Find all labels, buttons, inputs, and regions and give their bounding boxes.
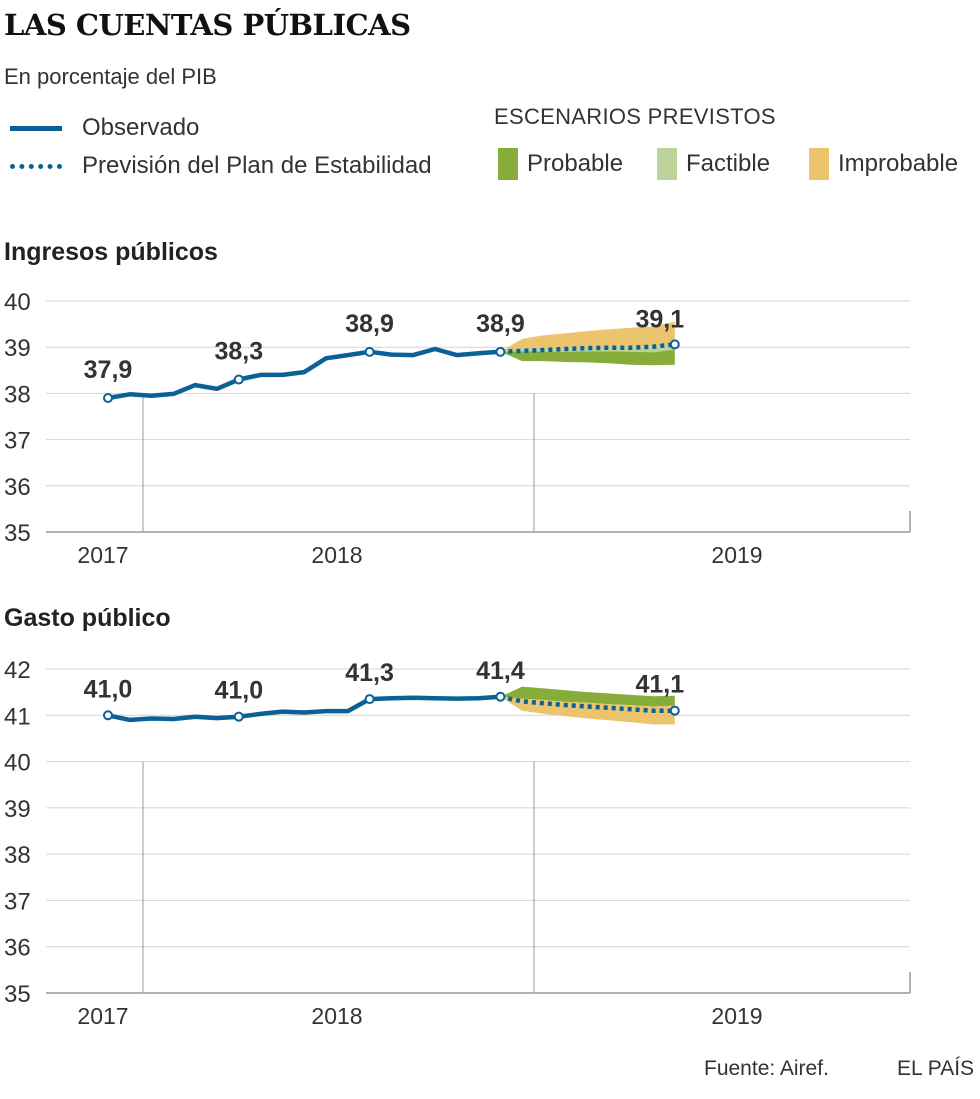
legend-observed: Observado — [10, 114, 199, 142]
legend-probable: Probable — [498, 148, 623, 180]
chart-title: LAS CUENTAS PÚBLICAS — [4, 8, 411, 42]
income-y-tick-label: 35 — [4, 520, 31, 547]
spending-y-tick-label: 38 — [4, 842, 31, 869]
spending-y-tick-label: 41 — [4, 703, 31, 730]
spending-data-point — [364, 694, 375, 705]
spending-data-label: 41,1 — [635, 671, 684, 699]
income-data-label: 38,9 — [476, 310, 525, 338]
scenarios-title: ESCENARIOS PREVISTOS — [494, 104, 776, 129]
income-y-tick-label: 38 — [4, 381, 31, 408]
spending-y-tick-label: 35 — [4, 981, 31, 1008]
legend-probable-label: Probable — [527, 150, 624, 177]
income-observed-line — [105, 346, 503, 401]
spending-data-label: 41,0 — [214, 677, 263, 705]
income-y-tick-label: 40 — [4, 289, 31, 316]
legend-factible-label: Factible — [686, 150, 771, 177]
legend-factible: Factible — [657, 148, 770, 180]
income-panel-title: Ingresos públicos — [4, 238, 218, 266]
income-x-tick-label: 2018 — [311, 542, 362, 568]
source-note: Fuente: Airef. — [704, 1057, 829, 1080]
legend-forecast-label: Previsión del Plan de Estabilidad — [82, 152, 432, 179]
income-y-tick-label: 39 — [4, 335, 31, 362]
spending-data-point — [669, 705, 680, 716]
income-y-tick-label: 37 — [4, 428, 31, 455]
forecast-dotted-swatch — [10, 163, 62, 169]
spending-data-point — [103, 710, 113, 721]
spending-data-label: 41,4 — [476, 657, 525, 685]
brand-label: EL PAÍS — [897, 1057, 975, 1080]
spending-probable-band — [500, 686, 675, 707]
spending-data-label: 41,3 — [345, 659, 394, 687]
spending-y-tick-label: 37 — [4, 888, 31, 915]
income-x-tick-label: 2017 — [77, 542, 128, 568]
chart-subtitle: En porcentaje del PIB — [4, 64, 217, 89]
income-y-tick-label: 36 — [4, 474, 31, 501]
observed-line-swatch — [10, 125, 62, 131]
improbable-swatch — [809, 148, 829, 180]
income-data-point — [669, 339, 680, 350]
legend-observed-label: Observado — [82, 114, 200, 141]
legend-improbable-label: Improbable — [838, 150, 959, 177]
legend-improbable: Improbable — [809, 148, 958, 180]
income-forecast-line — [500, 342, 676, 355]
legend-forecast: Previsión del Plan de Estabilidad — [10, 152, 432, 180]
spending-data-point — [495, 691, 506, 702]
spending-y-tick-label: 36 — [4, 935, 31, 962]
spending-observed-line — [105, 694, 503, 723]
income-probable-band — [500, 349, 675, 366]
income-data-point — [233, 374, 244, 385]
income-improbable-band — [500, 321, 675, 352]
income-data-label: 38,3 — [214, 338, 263, 366]
spending-x-tick-label: 2018 — [311, 1003, 362, 1029]
spending-data-label: 41,0 — [84, 675, 133, 703]
probable-swatch — [498, 148, 518, 180]
income-data-point — [364, 346, 375, 357]
spending-improbable-band — [500, 696, 675, 725]
spending-forecast-line — [499, 694, 675, 713]
income-data-label: 39,1 — [635, 305, 684, 333]
spending-data-point — [233, 711, 244, 722]
spending-x-tick-label: 2017 — [77, 1003, 128, 1029]
spending-x-tick-label: 2019 — [711, 1003, 762, 1029]
spending-y-tick-label: 39 — [4, 796, 31, 823]
income-x-tick-label: 2019 — [711, 542, 762, 568]
income-data-label: 37,9 — [84, 356, 133, 384]
income-data-label: 38,9 — [345, 310, 394, 338]
income-data-point — [495, 346, 506, 357]
income-data-point — [103, 393, 113, 404]
spending-y-tick-label: 42 — [4, 657, 31, 684]
spending-y-tick-label: 40 — [4, 750, 31, 777]
factible-swatch — [657, 148, 677, 180]
spending-panel-title: Gasto público — [4, 604, 171, 632]
